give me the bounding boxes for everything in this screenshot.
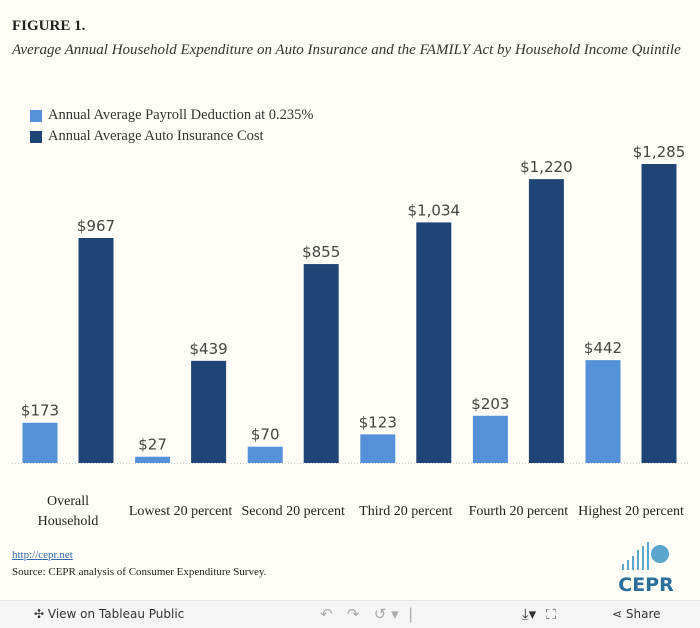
value-label: $1,034: [408, 201, 461, 219]
bar: [303, 264, 339, 463]
download-button[interactable]: ⤓▾ ⛶: [522, 605, 557, 623]
value-label: $439: [190, 340, 228, 358]
chart-title: FIGURE 1.: [12, 18, 86, 34]
value-label: $967: [77, 217, 115, 235]
bar: [22, 422, 58, 463]
legend-item: Annual Average Payroll Deduction at 0.23…: [30, 107, 314, 124]
bar: [360, 434, 396, 463]
x-tick-label: Lowest 20 percent: [128, 504, 233, 519]
bar: [247, 446, 283, 463]
x-tick-label: Third 20 percent: [359, 504, 453, 519]
x-tick-label: Second 20 percent: [241, 504, 345, 519]
value-label: $173: [21, 402, 59, 420]
bar: [416, 222, 452, 463]
bar: [135, 456, 171, 463]
source-note: Source: CEPR analysis of Consumer Expend…: [12, 566, 267, 578]
legend-swatch: [30, 130, 42, 143]
value-label: $442: [584, 339, 622, 357]
logo-text: CEPR: [618, 574, 674, 596]
bar: [472, 415, 508, 463]
legend-label: Annual Average Auto Insurance Cost: [48, 128, 264, 144]
legend-swatch: [30, 109, 42, 122]
plot: $173 $27 $70 $123 $203 $442 $967 $439 $855 $1,034…: [12, 143, 688, 464]
bar: [78, 237, 114, 463]
view-button[interactable]: ✣ View on Tableau Public: [34, 607, 185, 621]
value-label: $855: [302, 243, 340, 261]
chart-subtitle: Average Annual Household Expenditure on …: [12, 42, 681, 58]
bar: [528, 179, 564, 463]
view-label: View on Tableau Public: [47, 607, 185, 621]
link[interactable]: http://cepr.net: [12, 549, 73, 561]
value-label: $123: [359, 413, 397, 431]
bar: [641, 164, 677, 463]
x-tick-label: Fourth 20 percent: [468, 504, 569, 519]
share-label: Share: [625, 607, 661, 621]
toolbar: ✣ View on Tableau Public ↶ ↷ ↺ ▾ | ⤓▾ ⛶ …: [0, 600, 700, 628]
x-tick-label: Overall Household: [37, 494, 99, 529]
undo-redo[interactable]: ↶ ↷ ↺ ▾ |: [320, 605, 414, 623]
x-tick-label: Highest 20 percent: [578, 504, 684, 519]
value-label: $1,285: [633, 143, 686, 161]
value-label: $27: [138, 436, 167, 454]
legend-item: Annual Average Auto Insurance Cost: [30, 128, 264, 145]
bar: [191, 360, 227, 463]
bar: [585, 360, 621, 463]
share-button[interactable]: ⋖ Share: [612, 607, 661, 621]
value-label: $70: [251, 426, 280, 444]
legend-label: Annual Average Payroll Deduction at 0.23…: [48, 107, 314, 123]
logo: CEPR: [618, 542, 674, 596]
value-label: $203: [471, 395, 509, 413]
value-label: $1,220: [520, 158, 573, 176]
